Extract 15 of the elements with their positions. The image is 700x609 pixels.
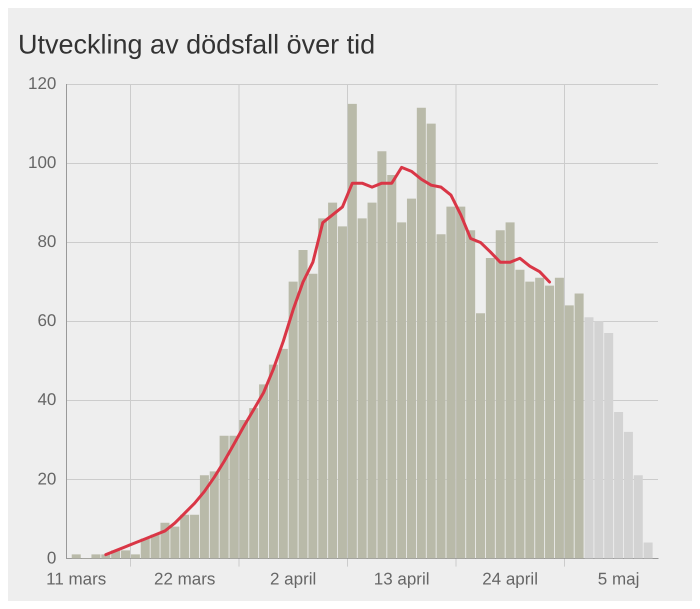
x-tick-label: 13 april: [374, 569, 430, 588]
y-tick-label: 60: [37, 311, 56, 330]
y-tick-label: 80: [37, 232, 56, 252]
y-tick-label: 0: [46, 548, 56, 568]
y-tick-label: 20: [37, 469, 56, 488]
x-tick-label: 22 mars: [154, 569, 216, 588]
x-tick-label: 2 april: [270, 569, 316, 588]
x-tick-label: 24 april: [482, 569, 538, 588]
y-tick-label: 120: [28, 74, 56, 94]
x-tick-label: 5 maj: [598, 569, 640, 588]
x-tick-label: 11 mars: [46, 569, 106, 588]
y-tick-label: 40: [37, 390, 56, 410]
y-tick-label: 100: [28, 153, 56, 172]
bar: [72, 554, 81, 558]
chart-title: Utveckling av dödsfall över tid: [18, 30, 376, 60]
